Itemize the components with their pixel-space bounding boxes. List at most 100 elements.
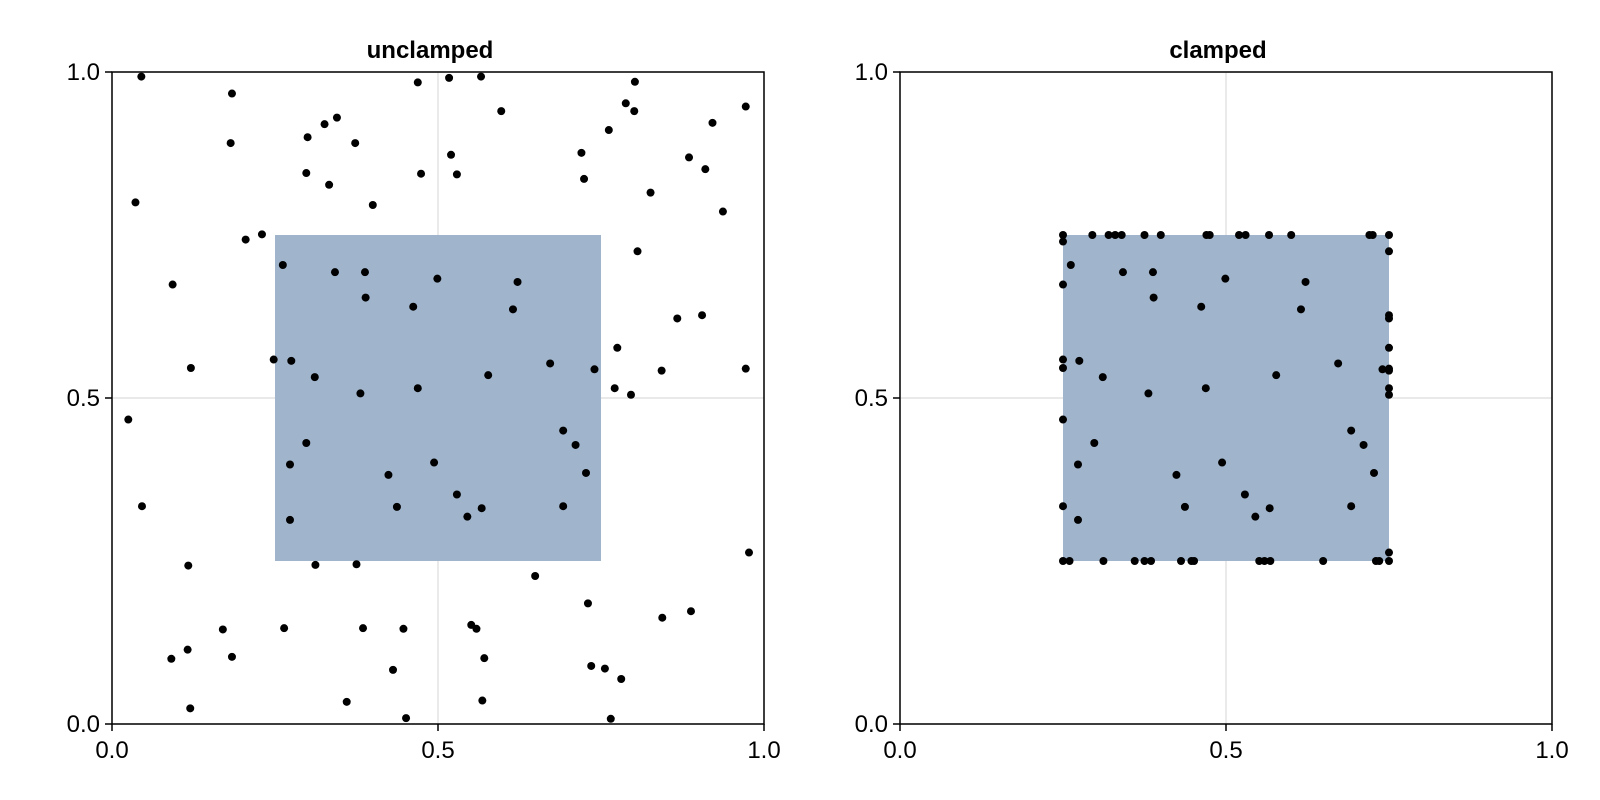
scatter-point <box>580 174 589 183</box>
scatter-point <box>227 89 236 98</box>
scatter-point <box>359 624 368 633</box>
scatter-point <box>311 560 320 569</box>
scatter-point <box>285 515 294 524</box>
scatter-point <box>708 118 717 127</box>
scatter-point <box>124 415 133 424</box>
scatter-point <box>1368 231 1377 239</box>
scatter-point <box>1172 470 1181 479</box>
scatter-point <box>368 201 377 210</box>
scatter-point <box>571 440 580 449</box>
scatter-point <box>477 504 486 513</box>
scatter-point <box>480 654 489 663</box>
scatter-point <box>1240 490 1249 499</box>
scatter-point <box>698 311 707 320</box>
scatter-point <box>582 468 591 477</box>
scatter-point <box>1218 458 1227 467</box>
scatter-point <box>1347 502 1356 511</box>
x-tick-label: 0.5 <box>421 737 454 764</box>
scatter-point <box>1235 231 1244 239</box>
scatter-point <box>1059 415 1067 424</box>
scatter-point <box>513 277 522 286</box>
scatter-point <box>1385 247 1393 256</box>
scatter-point <box>226 139 235 148</box>
scatter-point <box>402 714 411 723</box>
scatter-point <box>1149 293 1158 302</box>
scatter-point <box>1059 355 1067 364</box>
scatter-point <box>413 384 422 393</box>
scatter-point <box>1385 343 1393 352</box>
scatter-point <box>184 561 193 570</box>
y-tick-label: 1.0 <box>855 59 888 86</box>
scatter-point <box>1378 365 1387 374</box>
scatter-point <box>1177 557 1186 565</box>
scatter-point <box>320 120 329 129</box>
scatter-point <box>241 235 250 244</box>
scatter-point <box>1347 426 1356 435</box>
scatter-point <box>590 365 599 374</box>
scatter-point <box>287 356 296 365</box>
scatter-point <box>741 364 750 373</box>
scatter-point <box>610 384 619 393</box>
scatter-point <box>360 268 369 277</box>
scatter-point <box>1099 557 1108 565</box>
scatter-point <box>1296 305 1305 314</box>
scatter-point <box>472 624 481 633</box>
chart-title: unclamped <box>367 37 494 64</box>
scatter-point <box>646 188 655 197</box>
scatter-point <box>1260 557 1269 565</box>
panel-unclamped: unclamped 0.00.0 0.5 0.5 1.0 1.0 <box>67 37 781 764</box>
scatter-point <box>430 458 439 467</box>
scatter-point <box>183 645 192 654</box>
scatter-point <box>417 169 426 178</box>
scatter-point <box>1140 231 1149 239</box>
y-tick-label: 0.5 <box>855 385 888 412</box>
scatter-point <box>546 359 555 368</box>
scatter-point <box>325 180 334 189</box>
scatter-point <box>745 548 754 557</box>
scatter-point <box>600 664 609 673</box>
scatter-point <box>452 490 461 499</box>
scatter-point <box>1385 364 1393 373</box>
scatter-point <box>137 502 146 511</box>
scatter-point <box>257 230 266 239</box>
scatter-point <box>1098 373 1107 382</box>
scatter-point <box>1272 371 1281 380</box>
scatter-point <box>1118 268 1127 277</box>
scatter-point <box>1059 231 1067 239</box>
scatter-point <box>463 512 472 521</box>
chart-title: clamped <box>1169 37 1266 64</box>
scatter-point <box>1075 356 1084 365</box>
scatter-point <box>1156 231 1165 239</box>
scatter-point <box>685 153 694 162</box>
scatter-point <box>352 560 361 569</box>
scatter-point <box>1088 231 1097 239</box>
scatter-point <box>1148 268 1157 277</box>
scatter-point <box>131 198 140 207</box>
scatter-point <box>384 470 393 479</box>
scatter-point <box>1073 460 1082 469</box>
scatter-point <box>269 355 278 364</box>
scatter-point <box>389 665 398 674</box>
bounding-rect <box>275 235 601 561</box>
scatter-point <box>1144 389 1153 398</box>
scatter-point <box>657 366 666 375</box>
scatter-point <box>1117 231 1126 239</box>
scatter-point <box>1359 440 1368 449</box>
scatter-point <box>617 675 626 684</box>
scatter-point <box>1287 231 1296 239</box>
scatter-point <box>1059 364 1067 373</box>
scatter-point <box>1370 468 1379 477</box>
scatter-point <box>1241 231 1250 239</box>
y-tick-label: 0.0 <box>67 711 100 738</box>
scatter-point <box>1147 557 1156 565</box>
scatter-point <box>280 624 289 633</box>
scatter-point <box>1140 557 1149 565</box>
bounding-rect <box>1063 235 1389 561</box>
scatter-point <box>302 438 311 447</box>
scatter-point <box>1385 557 1393 565</box>
scatter-point <box>392 502 401 511</box>
x-tick-label: 0.0 <box>95 737 128 764</box>
scatter-point <box>673 314 682 323</box>
scatter-point <box>1111 231 1120 239</box>
